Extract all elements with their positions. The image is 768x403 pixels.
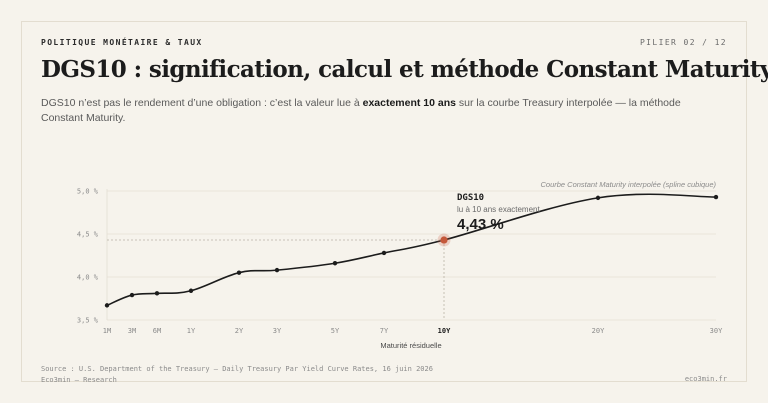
x-tick-label: 3M <box>128 327 136 335</box>
data-point[interactable] <box>274 267 280 273</box>
card-frame <box>21 21 747 382</box>
x-axis: 1M 3M 6M 1Y 2Y 3Y 5Y 7Y 10Y 20Y 30Y <box>103 327 723 335</box>
data-point[interactable] <box>236 270 242 275</box>
annotation-name: DGS10 <box>457 193 484 203</box>
lede-emphasis: exactement 10 ans <box>362 97 456 109</box>
data-point[interactable] <box>381 250 387 256</box>
y-tick-label: 3,5 % <box>77 317 99 325</box>
site-link[interactable]: eco3min.fr <box>684 375 727 383</box>
data-point[interactable] <box>104 303 110 308</box>
y-axis: 3,5 % 4,0 % 4,5 % 5,0 % <box>77 188 99 325</box>
annotation-subtitle: lu à 10 ans exactement <box>457 205 540 214</box>
x-tick-label: 10Y <box>438 327 451 335</box>
x-tick-label: 20Y <box>592 327 605 335</box>
data-point[interactable] <box>713 194 719 200</box>
x-tick-label: 3Y <box>273 327 282 335</box>
lede-text-end: sur la courbe Treasury interpolée — la m… <box>41 97 681 124</box>
brand-text: Eco3min — Research <box>41 376 117 384</box>
y-tick-label: 4,0 % <box>77 274 99 282</box>
source-text: Source : U.S. Department of the Treasury… <box>41 365 433 373</box>
annotation-value: 4,43 % <box>457 216 504 233</box>
x-tick-label: 30Y <box>710 327 723 335</box>
page-title: DGS10 : signification, calcul et méthode… <box>41 56 768 83</box>
data-point[interactable] <box>188 288 194 293</box>
x-tick-label: 6M <box>153 327 161 335</box>
chart-grid <box>106 189 716 321</box>
highlight-guides <box>107 239 445 320</box>
data-point[interactable] <box>129 292 135 298</box>
lede-text-start: DGS10 n’est pas le rendement d’une oblig… <box>41 97 363 109</box>
page-indicator: PILIER 02 / 12 <box>639 38 727 47</box>
data-point[interactable] <box>154 291 160 296</box>
y-tick-label: 4,5 % <box>77 231 99 239</box>
dgs10-annotation: DGS10 lu à 10 ans exactement 4,43 % <box>457 193 540 233</box>
footer-source: Source : U.S. Department of the Treasury… <box>41 364 433 386</box>
curve-note: Courbe Constant Maturity interpolée (spl… <box>540 180 716 189</box>
x-tick-label: 7Y <box>380 327 389 335</box>
x-axis-title: Maturité résiduelle <box>380 341 441 350</box>
x-tick-label: 1Y <box>187 327 196 335</box>
section-eyebrow: POLITIQUE MONÉTAIRE & TAUX <box>41 38 203 47</box>
data-point[interactable] <box>332 261 338 266</box>
x-tick-label: 1M <box>103 327 111 335</box>
x-tick-label: 2Y <box>235 327 244 335</box>
y-tick-label: 5,0 % <box>77 188 99 196</box>
yield-curve-line <box>106 193 717 307</box>
data-points <box>104 194 719 308</box>
lede-paragraph: DGS10 n’est pas le rendement d’une oblig… <box>41 96 721 126</box>
data-point[interactable] <box>595 195 601 201</box>
data-point-highlight[interactable] <box>440 236 448 244</box>
x-tick-label: 5Y <box>331 327 340 335</box>
